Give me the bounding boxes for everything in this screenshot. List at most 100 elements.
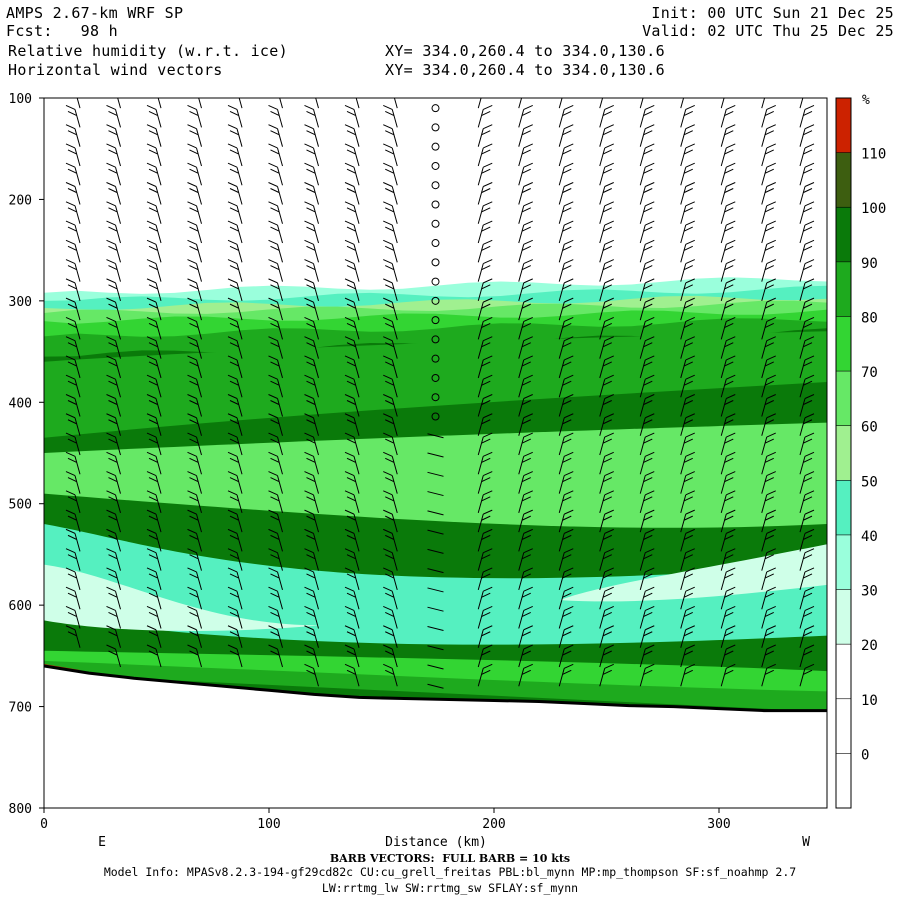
wind-barb-staff xyxy=(353,552,360,571)
wind-barb-staff xyxy=(761,417,768,436)
wind-barb-staff xyxy=(599,359,606,379)
wind-barb-flag xyxy=(643,650,653,656)
wind-barb xyxy=(427,452,444,458)
wind-barb-staff xyxy=(74,456,81,475)
wind-barb-flag xyxy=(344,297,355,303)
wind-barb-flag xyxy=(522,554,531,560)
wind-barb-flag xyxy=(685,182,695,187)
wind-barb-flag xyxy=(307,92,316,96)
wind-barb-staff xyxy=(353,436,360,456)
wind-barb-staff xyxy=(155,186,162,205)
wind-barb-flag xyxy=(67,245,77,251)
wind-barb-flag xyxy=(765,573,774,579)
wind-barb-flag xyxy=(684,92,693,96)
wind-barb-flag xyxy=(804,297,815,303)
wind-barb-flag xyxy=(564,625,574,631)
wind-barb-staff xyxy=(74,417,81,436)
wind-barb-staff xyxy=(599,494,606,513)
wind-barb-staff xyxy=(277,456,283,475)
wind-barb-flag xyxy=(106,201,116,207)
wind-barb-flag xyxy=(189,110,199,116)
calm-wind-circle xyxy=(431,219,440,228)
wind-barb-flag xyxy=(187,490,197,496)
wind-barb-flag xyxy=(523,509,533,515)
wind-barb-flag xyxy=(803,130,813,136)
wind-barb-staff xyxy=(477,167,484,186)
wind-barb-flag xyxy=(684,245,693,251)
wind-barb-flag xyxy=(383,548,393,554)
wind-barb-flag xyxy=(766,586,776,592)
wind-barb-staff xyxy=(196,128,202,147)
wind-barb-staff xyxy=(313,128,319,147)
wind-barb-staff xyxy=(115,398,121,417)
wind-barb-staff xyxy=(313,167,319,186)
wind-barb-flag xyxy=(227,413,238,419)
wind-barb-flag xyxy=(383,162,393,168)
wind-barb-staff xyxy=(313,591,319,610)
wind-barb-flag xyxy=(803,400,813,405)
wind-barb-staff xyxy=(477,263,484,282)
wind-barb-flag xyxy=(268,432,278,438)
wind-barb-flag xyxy=(146,182,157,187)
colorbar-label: 80 xyxy=(861,310,878,326)
wind-barb-staff xyxy=(680,398,687,417)
y-tick-label: 700 xyxy=(9,701,32,716)
wind-barb-flag xyxy=(304,259,314,265)
wind-barb-flag xyxy=(383,124,393,130)
wind-barb-flag xyxy=(306,419,316,425)
end-label-right: W xyxy=(802,835,810,850)
wind-barb-staff xyxy=(236,456,243,475)
wind-barb-flag xyxy=(229,592,239,598)
wind-barb-flag xyxy=(684,168,693,174)
wind-barb-staff xyxy=(115,591,121,610)
colorbar-swatch xyxy=(836,534,851,590)
wind-barb-staff xyxy=(74,436,81,456)
wind-barb-flag xyxy=(644,92,653,96)
wind-barb-flag xyxy=(523,124,533,130)
wind-barb-staff xyxy=(558,321,565,340)
wind-barb-staff xyxy=(477,475,484,494)
wind-barb-flag xyxy=(803,477,813,483)
wind-barb-flag xyxy=(227,490,238,496)
wind-barb-flag xyxy=(147,86,156,90)
calm-wind-circle xyxy=(431,412,440,421)
wind-barb-staff xyxy=(720,224,727,244)
wind-barb-flag xyxy=(65,297,76,303)
wind-barb-staff xyxy=(196,109,202,128)
wind-barb-flag xyxy=(68,92,77,96)
wind-barb-staff xyxy=(196,648,202,668)
wind-barb-flag xyxy=(564,220,574,226)
wind-barb-flag xyxy=(645,336,655,342)
wind-barb-flag xyxy=(684,592,693,598)
wind-barb-flag xyxy=(346,534,356,540)
wind-barb-flag xyxy=(562,207,572,213)
wind-barb-flag xyxy=(684,669,693,675)
terrain-line xyxy=(44,664,827,713)
wind-barb-flag xyxy=(643,438,653,444)
wind-barb-flag xyxy=(765,130,774,136)
wind-barb-staff xyxy=(313,147,319,167)
wind-barb-staff xyxy=(680,147,687,167)
y-tick-label: 300 xyxy=(9,295,32,310)
wind-barb-flag xyxy=(724,322,734,328)
wind-barb-flag xyxy=(383,182,393,187)
wind-barb-staff xyxy=(155,552,162,571)
wind-barb-staff xyxy=(477,359,484,379)
wind-barb-staff xyxy=(558,571,565,591)
wind-barb-staff xyxy=(277,109,283,128)
wind-barb-flag xyxy=(67,573,77,579)
wind-barb-flag xyxy=(106,432,116,438)
wind-barb-flag xyxy=(481,188,491,193)
wind-barb-flag xyxy=(270,477,280,483)
wind-barb-flag xyxy=(304,162,314,168)
wind-barb-flag xyxy=(146,586,157,592)
wind-barb-staff xyxy=(639,98,644,109)
wind-barb-staff xyxy=(115,128,121,147)
wind-barb-flag xyxy=(146,394,157,399)
wind-barb-staff xyxy=(477,456,484,475)
wind-barb-flag xyxy=(604,586,614,592)
wind-barb-flag xyxy=(603,650,612,656)
wind-barb-staff xyxy=(277,533,283,552)
wind-barb-staff xyxy=(313,513,319,533)
